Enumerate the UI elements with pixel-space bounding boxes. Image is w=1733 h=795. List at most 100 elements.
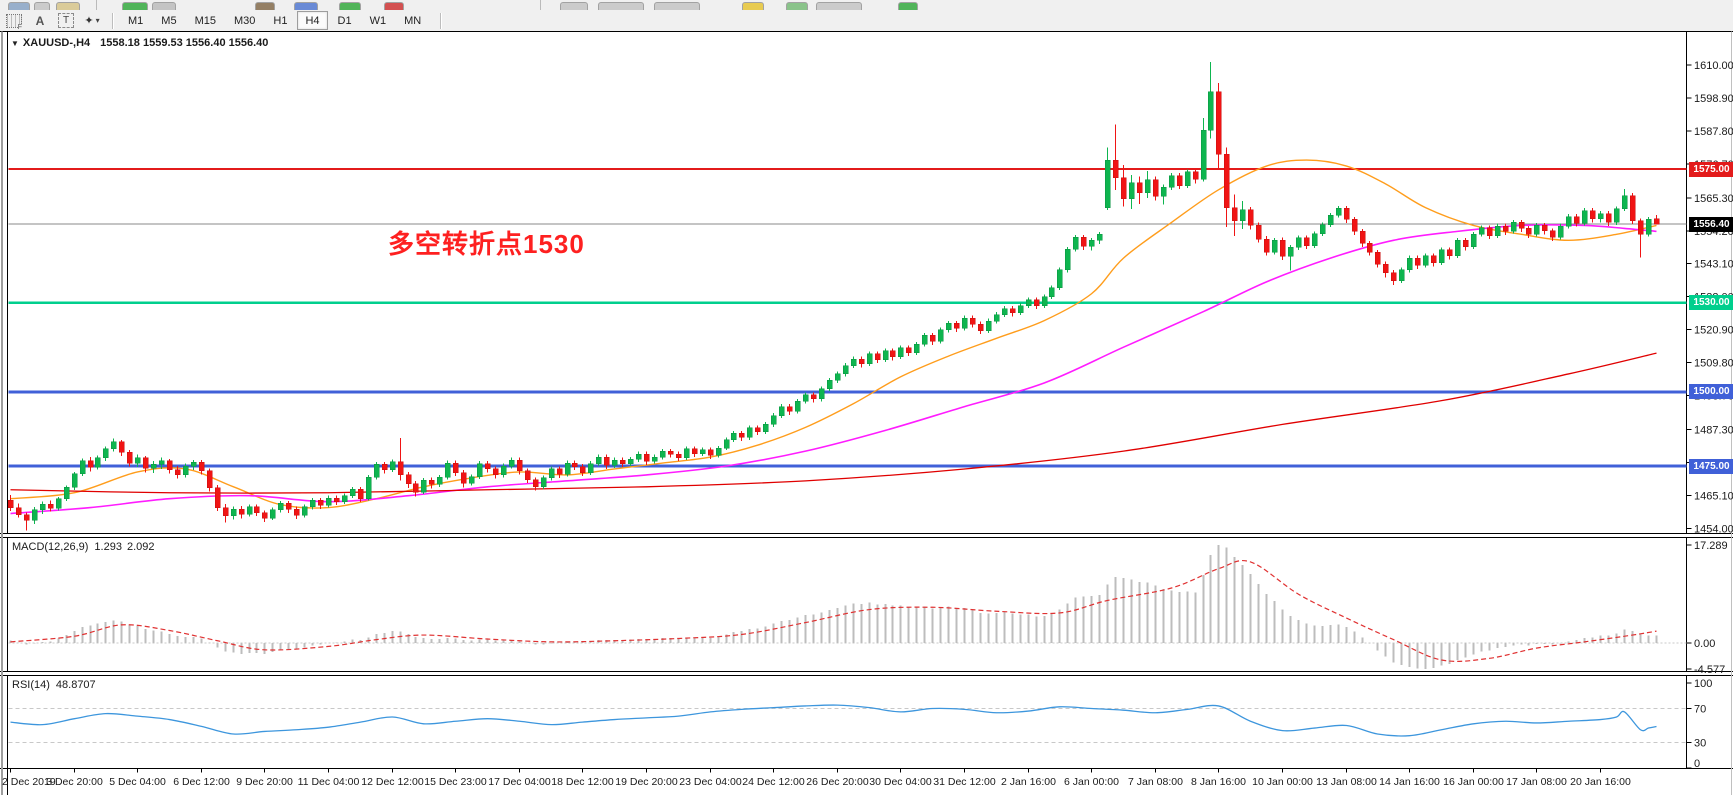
toolbar-button-partial[interactable] xyxy=(898,2,918,10)
toolbar-button-partial[interactable] xyxy=(152,2,176,10)
chevron-down-icon: ▾ xyxy=(95,16,100,25)
toolbar-button-partial[interactable] xyxy=(56,2,80,10)
chart-symbol: XAUUSD-,H4 xyxy=(22,37,91,49)
candle-body xyxy=(1430,255,1437,264)
candle-body xyxy=(1080,237,1087,247)
candle-body xyxy=(253,506,260,514)
candle-body xyxy=(1072,237,1079,250)
timeframe-button-m30[interactable]: M30 xyxy=(233,14,256,27)
chart-annotation[interactable]: 多空转折点1530 xyxy=(388,229,585,259)
toolbar-button-partial[interactable] xyxy=(654,2,700,10)
timeframe-button-h4[interactable]: H4 xyxy=(297,11,328,30)
candle-body xyxy=(1374,251,1381,265)
timeframe-toolbar: M1 M5 M15 M30 H1 H4 D1 W1 MN xyxy=(119,11,430,30)
text-box-tool[interactable]: T xyxy=(56,12,76,30)
toolbar-button-partial[interactable] xyxy=(598,2,644,10)
toolbar-button-partial[interactable] xyxy=(384,2,404,10)
candle-body xyxy=(874,353,881,360)
candle-body xyxy=(516,459,523,472)
candle-body xyxy=(1128,182,1135,199)
toolbar-button-partial[interactable] xyxy=(294,2,318,10)
symbol-dropdown-icon[interactable]: ▼ xyxy=(11,39,19,48)
candle-body xyxy=(1502,225,1509,232)
timeframe-button-h1[interactable]: H1 xyxy=(273,14,288,27)
svg-text:1565.30: 1565.30 xyxy=(1694,193,1733,205)
candle-body xyxy=(794,401,801,412)
toolbar-button-partial[interactable] xyxy=(786,2,808,10)
candle-body xyxy=(79,460,86,474)
candle-body xyxy=(1533,225,1540,235)
candle-body xyxy=(87,460,94,468)
rsi-line xyxy=(10,704,1657,737)
timeframe-button-m15[interactable]: M15 xyxy=(194,14,216,27)
candle-body xyxy=(1613,208,1620,223)
candle-body xyxy=(102,448,109,458)
svg-text:30 Dec 04:00: 30 Dec 04:00 xyxy=(869,776,932,788)
toolbar-button-partial[interactable] xyxy=(34,2,50,10)
horizontal-level-lines[interactable] xyxy=(8,168,1687,468)
candle-body xyxy=(94,457,101,468)
candle-body xyxy=(778,406,785,416)
timeframe-button-m1[interactable]: M1 xyxy=(128,14,144,27)
candle-body xyxy=(1001,308,1008,315)
text-label-tool[interactable]: A xyxy=(30,12,50,30)
candle-body xyxy=(238,509,245,515)
svg-text:13 Jan 08:00: 13 Jan 08:00 xyxy=(1316,776,1377,788)
grid-icon-label: F xyxy=(17,23,22,31)
candle-body xyxy=(532,479,539,488)
candle-body xyxy=(341,495,348,502)
candle-body xyxy=(858,358,865,365)
candle-body xyxy=(818,388,825,400)
svg-text:31 Dec 12:00: 31 Dec 12:00 xyxy=(933,776,996,788)
candle-body xyxy=(754,427,761,432)
toolbar-button-partial[interactable] xyxy=(339,2,361,10)
toolbar-button-partial[interactable] xyxy=(560,2,588,10)
candle-body xyxy=(619,459,626,464)
candle-body xyxy=(1263,238,1270,253)
candle-body xyxy=(699,449,706,454)
arrows-tool[interactable]: ✦ ▾ xyxy=(82,12,102,30)
svg-text:3 Dec 20:00: 3 Dec 20:00 xyxy=(46,776,103,788)
svg-text:-4.577: -4.577 xyxy=(1694,664,1725,676)
crosshair-grid-icon[interactable]: F xyxy=(4,12,24,31)
candle-body xyxy=(1192,171,1199,180)
candle-body xyxy=(1438,249,1445,264)
candle-body xyxy=(897,347,904,357)
candle-body xyxy=(1653,218,1660,225)
candle-body xyxy=(381,463,388,470)
candle-body xyxy=(1144,179,1151,194)
candle-body xyxy=(953,323,960,329)
candle-body xyxy=(1025,299,1032,306)
toolbar-button-partial[interactable] xyxy=(8,2,30,10)
candle-body xyxy=(190,462,197,467)
candle-body xyxy=(39,503,46,511)
toolbar-button-partial[interactable] xyxy=(122,2,148,10)
candle-body xyxy=(230,509,237,517)
candle-body xyxy=(126,452,133,464)
timeframe-button-mn[interactable]: MN xyxy=(404,14,422,27)
timeframe-button-w1[interactable]: W1 xyxy=(369,14,387,27)
candle-body xyxy=(357,488,364,499)
candle-body xyxy=(349,488,356,496)
candle-body xyxy=(1311,233,1318,246)
candle-body xyxy=(627,459,634,464)
toolbar-button-partial[interactable] xyxy=(816,2,862,10)
toolbar-button-partial[interactable] xyxy=(255,2,275,10)
grid-icon: F xyxy=(6,13,22,31)
candle-body xyxy=(1366,243,1373,253)
timeframe-button-m5[interactable]: M5 xyxy=(161,14,177,27)
candle-body xyxy=(579,466,586,473)
timeframe-button-d1[interactable]: D1 xyxy=(337,14,352,27)
candle-body xyxy=(7,499,14,508)
candle-body xyxy=(667,450,674,455)
candle-body xyxy=(1295,237,1302,248)
candle-body xyxy=(1414,257,1421,266)
candle-body xyxy=(1041,296,1048,306)
svg-text:1520.90: 1520.90 xyxy=(1694,325,1733,337)
toolbar-button-partial[interactable] xyxy=(742,2,764,10)
candle-body xyxy=(301,506,308,516)
svg-text:7 Jan 08:00: 7 Jan 08:00 xyxy=(1128,776,1183,788)
candle-body xyxy=(1176,175,1183,186)
